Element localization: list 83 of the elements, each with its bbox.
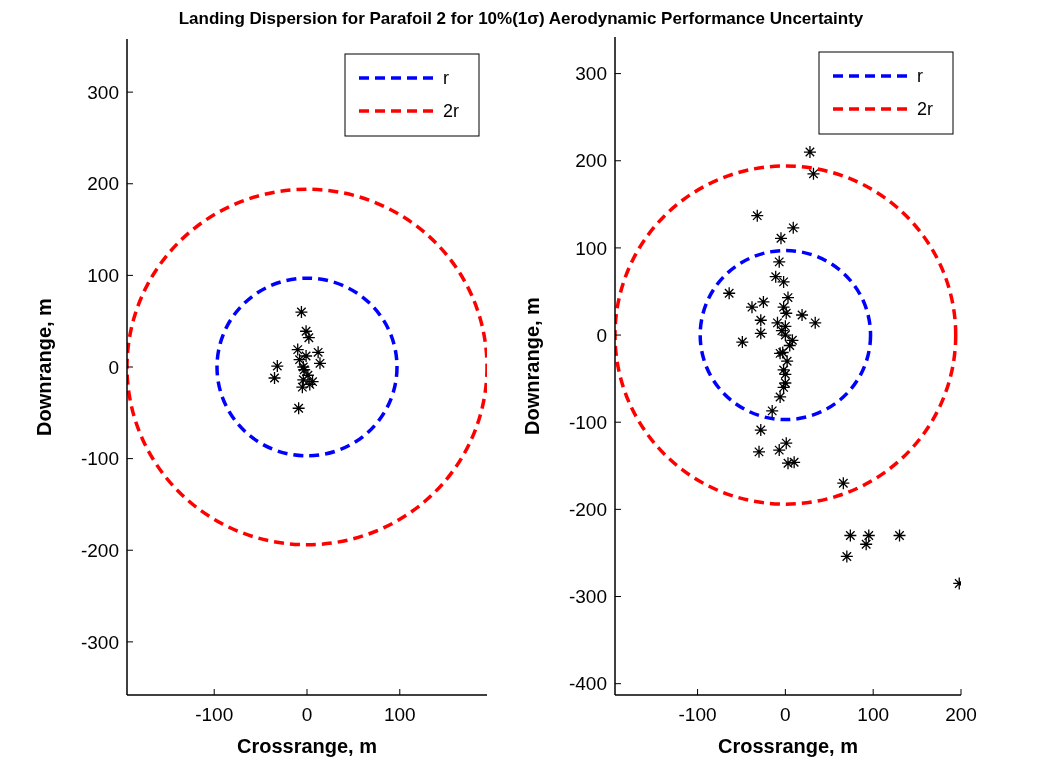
y-tick-label: -200 (80, 539, 119, 561)
point (836, 476, 850, 490)
point (892, 528, 907, 543)
point (862, 528, 876, 543)
point (778, 367, 793, 381)
point (772, 255, 786, 269)
point (786, 221, 800, 235)
y-axis-title: Downrange, m (521, 297, 543, 435)
point (774, 231, 788, 245)
point (752, 445, 766, 459)
point (754, 423, 768, 437)
point (291, 342, 305, 357)
point (808, 316, 822, 330)
point (859, 537, 873, 551)
legend-label: 2r (443, 101, 460, 122)
point (745, 300, 759, 314)
point (311, 345, 325, 359)
point (735, 335, 749, 349)
x-tick-label: 0 (780, 704, 791, 725)
y-tick-label: 300 (87, 81, 119, 103)
point (295, 380, 310, 394)
legend-label: r (917, 66, 923, 87)
point (722, 286, 736, 300)
y-tick-label: 0 (108, 356, 119, 378)
point (803, 145, 817, 159)
y-tick-label: 100 (87, 265, 119, 287)
y-tick-label: 0 (596, 324, 607, 346)
point (270, 359, 284, 373)
y-tick-label: -300 (568, 586, 607, 608)
point (778, 376, 793, 390)
text: Landing Dispersion for Parafoil 2 for 10%(1σ) Aerodynamic Performance Uncertainty (178, 9, 864, 28)
point (754, 326, 768, 340)
y-tick-label: 100 (575, 237, 607, 259)
point (775, 324, 789, 338)
y-tick-label: 200 (575, 150, 607, 172)
point (785, 333, 800, 347)
point (780, 354, 794, 368)
y-tick-label: 300 (575, 63, 607, 85)
point (750, 209, 764, 223)
point (296, 373, 310, 387)
point (292, 353, 307, 367)
point (778, 319, 793, 333)
point (773, 390, 787, 404)
point (783, 338, 797, 353)
point (781, 456, 795, 470)
point (294, 305, 309, 319)
point (292, 401, 306, 415)
point (772, 443, 786, 457)
point (776, 275, 791, 289)
x-tick-label: 0 (301, 704, 313, 725)
point (776, 380, 791, 394)
point (765, 404, 779, 418)
x-tick-label: -100 (195, 704, 234, 725)
point (756, 295, 771, 309)
x-tick-label: -100 (678, 704, 717, 725)
x-axis-title: Crossrange, m (236, 735, 378, 757)
x-tick-label: 200 (945, 704, 977, 725)
y-axis-title: Downrange, m (33, 298, 55, 436)
x-axis-title: Crossrange, m (717, 735, 859, 757)
point (299, 349, 313, 363)
y-tick-label: 200 (87, 173, 119, 195)
x-tick-label: 100 (383, 704, 416, 725)
x-tick-label: 100 (857, 704, 890, 725)
legend-label: 2r (917, 99, 934, 120)
point (840, 549, 854, 564)
point (267, 371, 282, 385)
point (787, 455, 801, 469)
y-tick-label: -100 (80, 448, 119, 470)
y-tick-label: -400 (568, 673, 607, 695)
point (795, 308, 809, 322)
point (776, 363, 791, 377)
point (754, 313, 768, 327)
y-tick-label: -100 (568, 411, 607, 433)
point (843, 528, 857, 543)
y-tick-label: -200 (568, 499, 607, 521)
y-tick-label: -300 (80, 631, 119, 653)
point (770, 316, 785, 330)
point (779, 436, 793, 450)
point (806, 167, 821, 181)
legend-label: r (443, 68, 449, 89)
point (781, 290, 795, 305)
point (769, 270, 783, 284)
point (313, 356, 327, 370)
